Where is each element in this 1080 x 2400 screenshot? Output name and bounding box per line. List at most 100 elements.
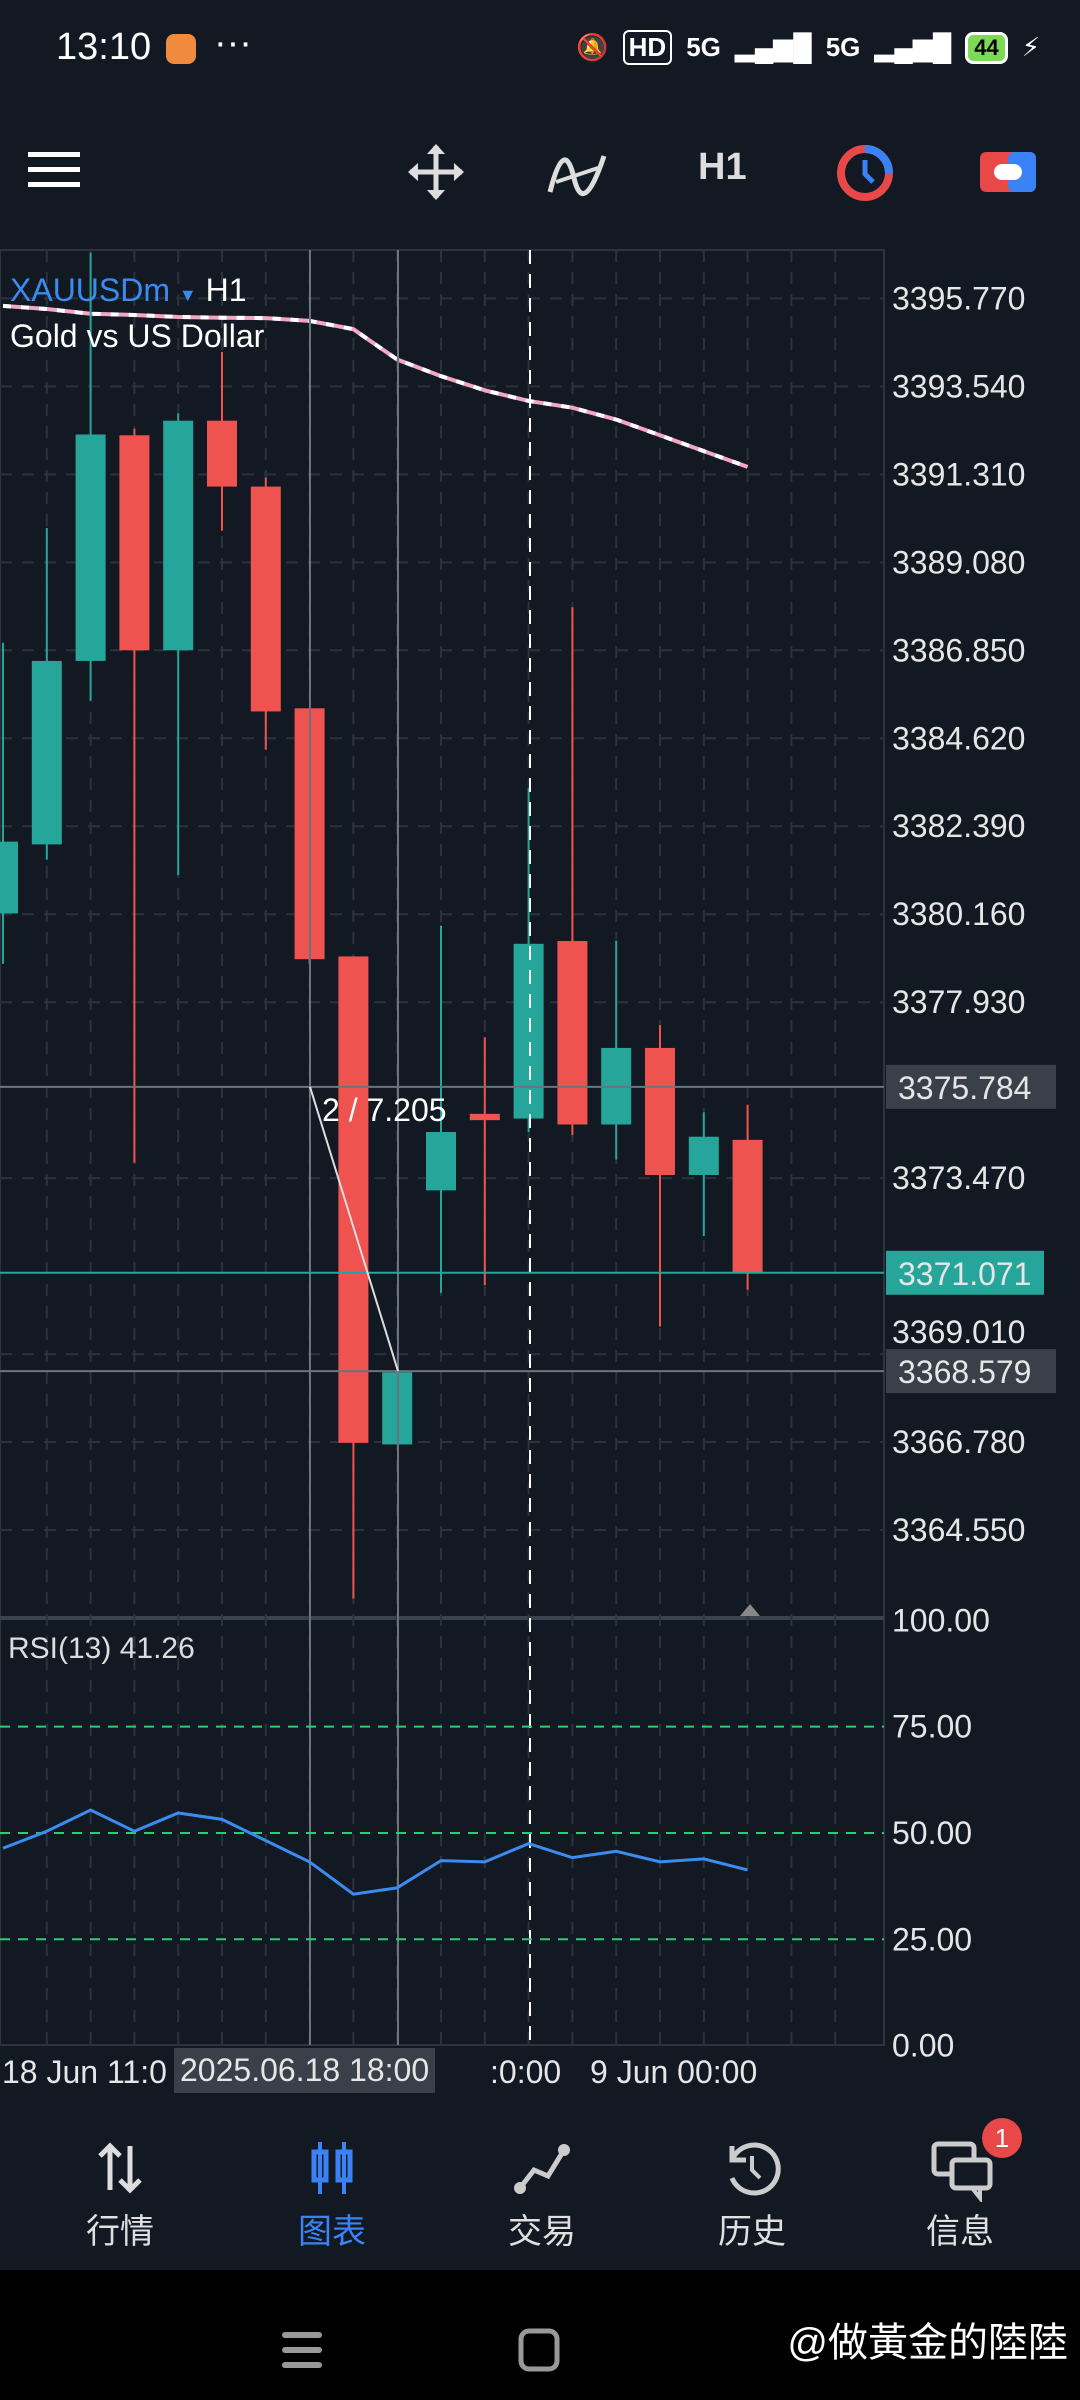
candle-bull xyxy=(31,660,62,845)
clock-icon[interactable] xyxy=(836,144,894,202)
price-line-label: 3371.071 xyxy=(898,1256,1031,1292)
chart-overlay: 3375.784 3371.071 3368.579 xyxy=(0,250,1056,2045)
price-tick-label: 3364.550 xyxy=(892,1512,1025,1548)
rsi-tick-label: 50.00 xyxy=(892,1815,972,1851)
candle-bear xyxy=(469,1113,500,1121)
candle-bear xyxy=(119,435,150,651)
nav-label: 历史 xyxy=(718,2213,786,2251)
ma-line-dash xyxy=(2,303,749,469)
mute-icon: 🔕 xyxy=(576,32,609,62)
symbol-header[interactable]: XAUUSDm ▼ H1 xyxy=(10,272,247,309)
candle-bear xyxy=(338,956,369,1443)
price-tick-label: 3369.010 xyxy=(892,1314,1025,1350)
time-label: 9 Jun 00:00 xyxy=(590,2054,758,2090)
price-tick-label: 3389.080 xyxy=(892,544,1025,580)
quotes-icon xyxy=(98,2142,142,2194)
time-label: :0:00 xyxy=(490,2054,562,2090)
candle-bull xyxy=(75,434,106,661)
signal-bars-icon: ▂▄▆█ xyxy=(734,32,812,62)
status-time: 13:10 xyxy=(56,26,152,68)
candles xyxy=(0,252,763,1599)
rsi-label: RSI(13) 41.26 xyxy=(8,1632,195,1665)
messages-icon xyxy=(931,2141,993,2202)
symbol-dropdown-icon[interactable]: ▼ xyxy=(178,285,197,305)
nav-messages[interactable]: 1 信息 xyxy=(852,2100,1068,2270)
rsi-tick-label: 100.00 xyxy=(892,1602,990,1638)
nav-label: 交易 xyxy=(508,2213,576,2251)
nav-quotes[interactable]: 行情 xyxy=(12,2100,228,2270)
price-tick-label: 3380.160 xyxy=(892,896,1025,932)
nav-trade[interactable]: 交易 xyxy=(434,2100,650,2270)
symbol-timeframe: H1 xyxy=(205,272,247,308)
price-tick-label: 3391.310 xyxy=(892,456,1025,492)
price-line-label: 3368.579 xyxy=(898,1354,1031,1390)
candle-bear xyxy=(732,1139,763,1273)
status-bar: 13:10 ··· 🔕 HD 5G ▂▄▆█ 5G ▂▄▆█ 44 ⚡ xyxy=(0,0,1080,100)
nav-history[interactable]: 历史 xyxy=(644,2100,860,2270)
moving-average xyxy=(2,303,749,469)
price-label-bg xyxy=(886,1064,1056,1109)
candle-bull xyxy=(688,1136,719,1175)
candle-bull xyxy=(163,420,194,651)
candle-bull xyxy=(426,1131,456,1191)
indicators-icon[interactable] xyxy=(546,142,608,202)
signal-bars-icon-2: ▂▄▆█ xyxy=(874,32,952,62)
price-tick-label: 3384.620 xyxy=(892,720,1025,756)
history-icon xyxy=(729,2142,781,2196)
signal-5g-icon: 5G xyxy=(686,32,721,62)
toggle-icon[interactable] xyxy=(980,152,1036,192)
home-icon[interactable] xyxy=(518,2328,560,2372)
bottom-nav: 行情 图表 交易 历史 1 信息 xyxy=(0,2100,1080,2270)
price-tick-label: 3373.470 xyxy=(892,1160,1025,1196)
price-label-bg xyxy=(886,1349,1056,1394)
price-tick-label: 3395.770 xyxy=(892,280,1025,316)
price-tick-label: 3366.780 xyxy=(892,1424,1025,1460)
app-notification-icon xyxy=(166,34,196,64)
price-tick-label: 3393.540 xyxy=(892,368,1025,404)
rsi-tick-label: 25.00 xyxy=(892,1921,972,1957)
measure-label: 2 / 7.205 xyxy=(322,1092,447,1128)
time-label: 18 Jun 11:0 xyxy=(2,2054,167,2090)
charging-icon: ⚡ xyxy=(1021,32,1040,62)
symbol-description: Gold vs US Dollar xyxy=(10,318,265,354)
candle-bear xyxy=(645,1047,675,1175)
rsi-tick-label: 0.00 xyxy=(892,2028,954,2064)
price-tick-label: 3386.850 xyxy=(892,632,1025,668)
symbol-name[interactable]: XAUUSDm xyxy=(10,272,171,308)
candle-bull xyxy=(0,841,18,914)
hd-icon: HD xyxy=(622,30,673,65)
candle-bear xyxy=(207,420,237,487)
rsi-line xyxy=(2,1808,748,1896)
signal-5g-icon-2: 5G xyxy=(825,32,861,62)
battery-icon: 44 xyxy=(965,31,1008,64)
price-label-bg xyxy=(886,1250,1044,1295)
menu-icon[interactable] xyxy=(28,150,80,190)
chart-grid xyxy=(0,249,885,2046)
price-tick-label: 3377.930 xyxy=(892,984,1025,1020)
time-axis[interactable]: 18 Jun 11:0 2025.06.18 18:00 :0:00 9 Jun… xyxy=(0,2046,884,2098)
candle-bull xyxy=(513,943,544,1119)
nav-chart[interactable]: 图表 xyxy=(224,2100,440,2270)
status-icons: 🔕 HD 5G ▂▄▆█ 5G ▂▄▆█ 44 ⚡ xyxy=(576,30,1040,65)
nav-label: 图表 xyxy=(298,2213,366,2251)
price-chart[interactable]: 3375.784 3371.071 3368.579 3395.770 3393.54… xyxy=(0,0,1080,2100)
scroll-marker-icon xyxy=(740,1604,760,1616)
price-tick-label: 3382.390 xyxy=(892,808,1025,844)
rsi-panel: 100.00 75.00 50.00 25.00 0.00 xyxy=(0,1602,990,2064)
trade-icon xyxy=(514,2144,570,2194)
rsi-tick-label: 75.00 xyxy=(892,1709,972,1745)
watermark: @做黃金的陸陸 xyxy=(787,2321,1068,2365)
nav-label: 信息 xyxy=(926,2213,994,2251)
candle-bear xyxy=(250,486,281,712)
timeframe-button[interactable]: H1 xyxy=(698,146,747,188)
price-line-label: 3375.784 xyxy=(898,1070,1031,1106)
candle-bear xyxy=(557,941,588,1125)
crosshair-time-label: 2025.06.18 18:00 xyxy=(174,2048,436,2093)
status-more: ··· xyxy=(214,22,252,64)
system-nav-bar: @做黃金的陸陸 xyxy=(0,2270,1080,2400)
chart-toolbar: H1 xyxy=(0,110,1080,230)
recent-apps-icon[interactable] xyxy=(282,2330,322,2370)
crosshair-move-icon[interactable] xyxy=(406,142,466,202)
measure-line xyxy=(309,1086,399,1372)
unread-badge: 1 xyxy=(982,2118,1022,2158)
